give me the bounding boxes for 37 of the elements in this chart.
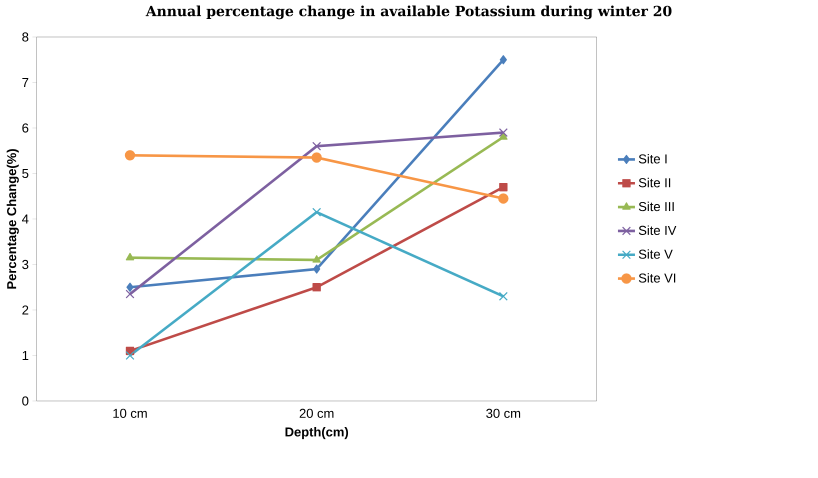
- point: [498, 128, 508, 138]
- y-axis-title: Percentage Change(%): [6, 149, 19, 289]
- legend-label: Site I: [638, 154, 667, 164]
- legend-label: Site II: [638, 178, 670, 188]
- point: [126, 290, 134, 299]
- y-tick-label: 8: [22, 32, 28, 42]
- point: [126, 282, 134, 292]
- legend-label: Site IV: [638, 225, 676, 235]
- point: [312, 208, 322, 217]
- y-tick-label: 3: [22, 260, 28, 270]
- y-tick-label: 2: [22, 305, 28, 315]
- point: [312, 255, 321, 263]
- x-tick-label: 30 cm: [486, 408, 520, 418]
- y-tick-label: 6: [22, 123, 28, 133]
- point: [124, 150, 136, 160]
- y-tick-label: 1: [22, 351, 28, 360]
- point: [311, 152, 322, 163]
- point: [126, 252, 134, 260]
- legend-label: Site V: [638, 249, 673, 259]
- y-tick-label: 0: [22, 396, 28, 406]
- point: [312, 142, 322, 151]
- point: [126, 351, 134, 360]
- point: [312, 283, 321, 292]
- x-axis-title: Depth(cm): [286, 427, 348, 440]
- chart-title: Annual percentage change in available Potassium during winter 20: [146, 6, 672, 20]
- x-tick-label: 20 cm: [300, 408, 334, 418]
- point: [498, 292, 508, 301]
- point: [498, 193, 509, 204]
- point: [499, 182, 508, 192]
- point: [313, 264, 320, 274]
- y-tick-label: 5: [22, 168, 28, 178]
- y-tick-label: 7: [22, 78, 28, 87]
- point: [500, 55, 507, 64]
- y-tick-label: 4: [22, 214, 29, 224]
- legend-label: Site III: [638, 202, 674, 212]
- legend-label: Site VI: [638, 273, 676, 283]
- x-tick-label: 10 cm: [113, 408, 147, 418]
